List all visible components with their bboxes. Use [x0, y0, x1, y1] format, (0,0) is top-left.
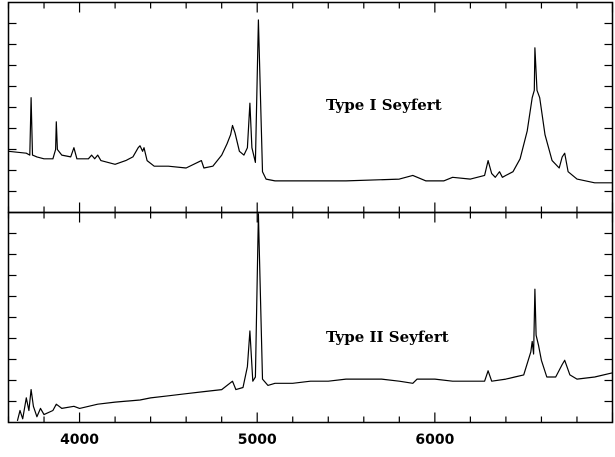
- x-tick-label: 4000: [60, 432, 99, 448]
- spectrum-line-2: [16, 213, 613, 422]
- spectrum-line-1: [8, 19, 613, 184]
- panel-type2-ticks: [7, 212, 614, 423]
- panel-type2-frame: [7, 211, 614, 424]
- x-axis-tick-labels: 4000 5000 6000: [60, 432, 455, 448]
- panel-type2: Type II Seyfert: [7, 211, 614, 424]
- type1-label: Type I Seyfert: [326, 96, 442, 114]
- x-tick-label: 6000: [415, 432, 454, 448]
- x-tick-label: 5000: [238, 432, 277, 448]
- panel-type1: Type I Seyfert: [7, 1, 614, 214]
- panel-type2-series: [16, 213, 613, 422]
- type2-label: Type II Seyfert: [326, 328, 449, 346]
- panel-type1-ticks: [7, 2, 614, 213]
- panel-type1-series: [8, 19, 613, 184]
